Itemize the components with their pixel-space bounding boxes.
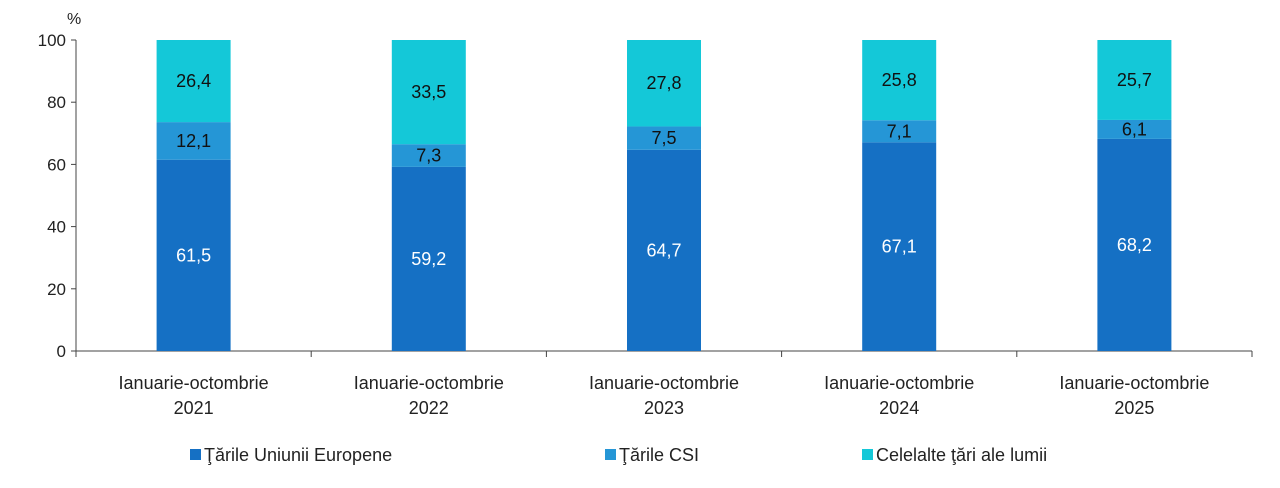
y-tick-label: 0 — [57, 342, 66, 361]
data-label: 12,1 — [176, 131, 211, 151]
x-category-label: Ianuarie-octombrie 2022 — [354, 373, 504, 418]
data-label: 33,5 — [411, 82, 446, 102]
x-category-label: Ianuarie-octombrie 2025 — [1059, 373, 1209, 418]
x-category-label-line: 2022 — [409, 398, 449, 418]
bar-segment — [862, 120, 937, 143]
y-tick-label: 100 — [38, 31, 66, 50]
legend-swatch — [605, 449, 616, 460]
bar-segment — [1097, 119, 1172, 139]
data-label: 68,2 — [1117, 235, 1152, 255]
bar-segment — [391, 166, 466, 351]
legend-label: Ţările CSI — [619, 445, 699, 465]
legend-label: Ţările Uniunii Europene — [204, 445, 392, 465]
legend-label: Celelalte ţări ale lumii — [876, 445, 1047, 465]
bar-segment — [1097, 40, 1172, 120]
data-label: 64,7 — [646, 240, 681, 260]
legend: Ţările Uniunii Europene Ţările CSI Celelal… — [190, 445, 1047, 465]
x-category-label-line: 2025 — [1114, 398, 1154, 418]
legend-swatch — [862, 449, 873, 460]
bar-segment — [156, 122, 231, 160]
y-tick-label: 60 — [47, 155, 66, 174]
data-label: 26,4 — [176, 71, 211, 91]
data-label: 25,8 — [882, 70, 917, 90]
y-tick-label: 20 — [47, 280, 66, 299]
bar-segment — [156, 159, 231, 351]
y-axis-unit-label: % — [67, 11, 81, 28]
y-tick-label: 40 — [47, 218, 66, 237]
x-category-label-line: Ianuarie-octombrie — [1059, 373, 1209, 393]
bar-segment — [862, 40, 937, 121]
legend-swatch — [190, 449, 201, 460]
bar-segment — [391, 40, 466, 145]
x-category-label-line: 2024 — [879, 398, 919, 418]
data-label: 7,1 — [887, 121, 912, 141]
x-category-label: Ianuarie-octombrie 2021 — [119, 373, 269, 418]
axes: 0 20 40 60 80 100 — [38, 31, 1253, 361]
data-label: 61,5 — [176, 245, 211, 265]
x-category-label-line: Ianuarie-octombrie — [589, 373, 739, 393]
data-label: 27,8 — [646, 73, 681, 93]
x-category-label: Ianuarie-octombrie 2023 — [589, 373, 739, 418]
x-category-label-line: 2023 — [644, 398, 684, 418]
bar-segment — [627, 126, 701, 150]
bar-segment — [156, 40, 231, 123]
y-tick-label: 80 — [47, 93, 66, 112]
bar-segment — [391, 144, 466, 167]
x-axis-categories: Ianuarie-octombrie 2021Ianuarie-octombrie… — [119, 373, 1210, 418]
data-label: 59,2 — [411, 249, 446, 269]
data-label: 25,7 — [1117, 70, 1152, 90]
data-label: 6,1 — [1122, 119, 1147, 139]
x-category-label: Ianuarie-octombrie 2024 — [824, 373, 974, 418]
bars — [156, 40, 1172, 351]
bar-segment — [627, 40, 701, 127]
x-category-label-line: Ianuarie-octombrie — [119, 373, 269, 393]
x-category-label-line: Ianuarie-octombrie — [824, 373, 974, 393]
bar-segment — [862, 142, 937, 351]
bar-segment — [1097, 138, 1172, 351]
data-label: 67,1 — [882, 237, 917, 257]
bar-segment — [627, 149, 701, 351]
x-category-label-line: Ianuarie-octombrie — [354, 373, 504, 393]
x-category-label-line: 2021 — [174, 398, 214, 418]
data-label: 7,5 — [651, 128, 676, 148]
value-labels: 61,5 12,1 26,4 59,2 7,3 33,5 64,7 7,5 27,8 67,1 7,… — [176, 70, 1152, 269]
data-label: 7,3 — [416, 146, 441, 166]
